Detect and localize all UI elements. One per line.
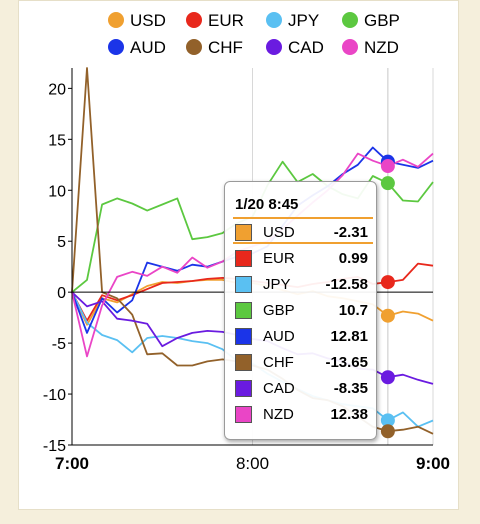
- legend-swatch-jpy: [266, 12, 282, 28]
- legend-swatch-gbp: [342, 12, 358, 28]
- x-tick-label: 7:00: [55, 454, 89, 473]
- tooltip-swatch: [235, 380, 252, 397]
- tooltip-series-name: NZD: [263, 406, 294, 423]
- highlight-marker-chf: [380, 424, 395, 439]
- legend-label-jpy: JPY: [288, 11, 319, 30]
- tooltip-time: 1/20 8:45: [235, 196, 299, 213]
- tooltip-series-value: 10.7: [338, 302, 368, 319]
- tooltip-row-chf: CHF -13.65: [225, 349, 376, 375]
- tooltip-series-name: CAD: [263, 380, 295, 397]
- x-tick-label: 9:00: [416, 454, 450, 473]
- tooltip-row-jpy: JPY -12.58: [225, 271, 376, 297]
- y-tick-label: 15: [48, 132, 66, 149]
- highlight-marker-usd: [380, 308, 395, 323]
- legend-label-nzd: NZD: [364, 38, 399, 57]
- legend-swatch-eur: [186, 12, 202, 28]
- highlight-marker-cad: [380, 370, 395, 385]
- tooltip-series-name: JPY: [263, 276, 291, 293]
- tooltip-swatch: [235, 302, 252, 319]
- legend-label-usd: USD: [130, 11, 166, 30]
- legend-swatch-cad: [266, 39, 282, 55]
- legend-swatch-nzd: [342, 39, 358, 55]
- legend-label-gbp: GBP: [364, 11, 400, 30]
- legend-label-eur: EUR: [208, 11, 244, 30]
- y-tick-label: -15: [43, 438, 66, 455]
- y-tick-label: -5: [52, 336, 66, 353]
- tooltip-swatch: [235, 354, 252, 371]
- tooltip-row-gbp: GBP 10.7: [225, 297, 376, 323]
- x-tick-label: 8:00: [236, 454, 269, 473]
- y-tick-label: 20: [48, 81, 66, 98]
- highlight-marker-nzd: [380, 159, 395, 174]
- tooltip-row-aud: AUD 12.81: [225, 323, 376, 349]
- tooltip-row-nzd: NZD 12.38: [225, 401, 376, 427]
- legend-label-cad: CAD: [288, 38, 324, 57]
- legend-swatch-chf: [186, 39, 202, 55]
- legend-label-aud: AUD: [130, 38, 166, 57]
- tooltip-series-name: AUD: [263, 328, 295, 345]
- tooltip-highlight-bottom: [233, 242, 373, 244]
- tooltip-series-value: -2.31: [333, 224, 368, 241]
- highlight-marker-eur: [380, 275, 395, 290]
- tooltip-swatch: [235, 276, 252, 293]
- tooltip-swatch: [235, 406, 252, 423]
- highlight-marker-jpy: [380, 413, 395, 428]
- tooltip-swatch: [235, 328, 252, 345]
- chart-card: USD EUR JPY GBP AUD CHF CAD NZD 20 15 10 5 0 -5 -10 -1…: [18, 0, 459, 510]
- tooltip-highlight-top: [233, 217, 373, 219]
- tooltip-series-value: 0.99: [338, 250, 368, 267]
- legend-swatch-usd: [108, 12, 124, 28]
- highlight-marker-gbp: [380, 176, 395, 191]
- tooltip-series-value: -13.65: [325, 354, 368, 371]
- tooltip-swatch: [235, 250, 252, 267]
- tooltip-series-value: 12.38: [330, 406, 368, 423]
- tooltip-series-name: GBP: [263, 302, 295, 319]
- tooltip-series-value: -12.58: [325, 276, 368, 293]
- y-tick-label: 0: [57, 285, 66, 302]
- tooltip-series-name: USD: [263, 224, 295, 241]
- tooltip-row-eur: EUR 0.99: [225, 245, 376, 271]
- tooltip-swatch: [235, 224, 252, 241]
- legend-swatch-aud: [108, 39, 124, 55]
- y-tick-label: 10: [48, 183, 66, 200]
- tooltip-row-usd: USD -2.31: [225, 219, 376, 245]
- y-tick-label: -10: [43, 387, 66, 404]
- tooltip-series-value: 12.81: [330, 328, 368, 345]
- legend: USD EUR JPY GBP AUD CHF CAD NZD: [108, 11, 400, 57]
- legend-label-chf: CHF: [208, 38, 243, 57]
- y-tick-label: 5: [57, 234, 66, 251]
- tooltip-series-name: EUR: [263, 250, 295, 267]
- tooltip: 1/20 8:45 USD -2.31 EUR 0.99 JPY -12.58 GBP 10.…: [224, 181, 377, 440]
- tooltip-row-cad: CAD -8.35: [225, 375, 376, 401]
- tooltip-series-name: CHF: [263, 354, 294, 371]
- tooltip-series-value: -8.35: [333, 380, 368, 397]
